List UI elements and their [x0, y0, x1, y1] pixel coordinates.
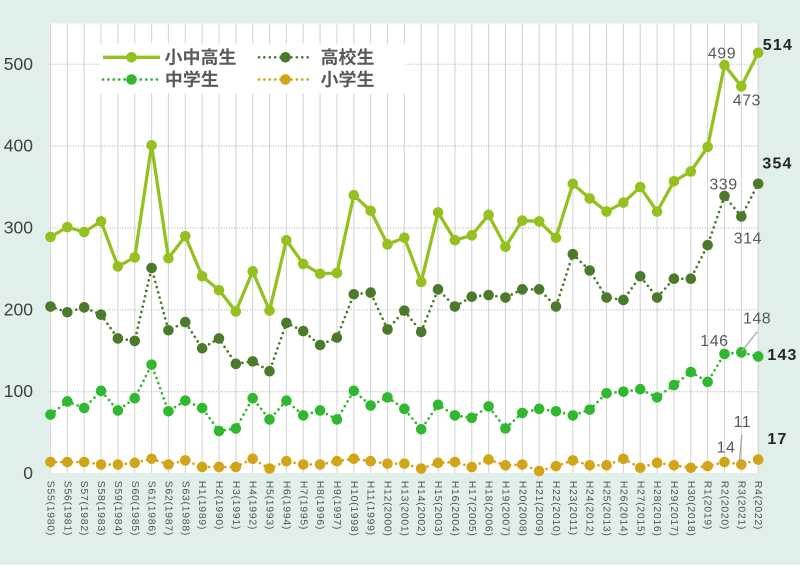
- svg-text:100: 100: [4, 381, 33, 401]
- svg-text:H26(2014): H26(2014): [617, 481, 628, 537]
- svg-text:148: 148: [743, 311, 771, 328]
- svg-text:H7(1995): H7(1995): [297, 481, 308, 530]
- svg-text:H13(2001): H13(2001): [398, 481, 409, 537]
- svg-text:R2(2020): R2(2020): [719, 481, 730, 530]
- svg-text:300: 300: [4, 217, 33, 237]
- svg-text:S63(1988): S63(1988): [179, 481, 190, 536]
- svg-text:499: 499: [708, 45, 736, 62]
- svg-text:H14(2002): H14(2002): [415, 481, 426, 537]
- svg-text:H6(1994): H6(1994): [280, 481, 291, 530]
- svg-text:146: 146: [700, 333, 728, 350]
- svg-text:H23(2011): H23(2011): [567, 481, 578, 536]
- svg-text:H15(2003): H15(2003): [432, 481, 443, 537]
- svg-text:339: 339: [709, 177, 737, 194]
- svg-text:H5(1993): H5(1993): [264, 481, 275, 530]
- svg-text:S55(1980): S55(1980): [45, 481, 56, 536]
- svg-text:H9(1997): H9(1997): [331, 481, 342, 530]
- svg-text:H1(1989): H1(1989): [196, 481, 207, 530]
- svg-text:H25(2013): H25(2013): [601, 481, 612, 537]
- svg-text:H2(1990): H2(1990): [213, 481, 224, 530]
- svg-text:H21(2009): H21(2009): [533, 481, 544, 537]
- svg-text:S56(1981): S56(1981): [61, 481, 72, 536]
- svg-text:H8(1996): H8(1996): [314, 481, 325, 530]
- svg-text:R3(2021): R3(2021): [735, 481, 746, 530]
- svg-text:S62(1987): S62(1987): [162, 481, 173, 536]
- svg-text:500: 500: [4, 54, 33, 74]
- svg-text:S58(1983): S58(1983): [95, 481, 106, 536]
- svg-text:14: 14: [717, 440, 736, 457]
- svg-text:H30(2018): H30(2018): [685, 481, 696, 537]
- svg-text:H18(2006): H18(2006): [483, 481, 494, 537]
- svg-text:H28(2016): H28(2016): [651, 481, 662, 537]
- svg-text:H16(2004): H16(2004): [449, 481, 460, 537]
- svg-text:S60(1985): S60(1985): [129, 481, 140, 536]
- svg-text:H24(2012): H24(2012): [584, 481, 595, 537]
- svg-text:R1(2019): R1(2019): [702, 481, 713, 530]
- svg-text:17: 17: [767, 431, 787, 448]
- svg-text:S57(1982): S57(1982): [78, 481, 89, 536]
- svg-text:S59(1984): S59(1984): [112, 481, 123, 536]
- svg-text:143: 143: [767, 347, 797, 364]
- svg-text:H19(2007): H19(2007): [499, 481, 510, 537]
- svg-text:H4(1992): H4(1992): [247, 481, 258, 530]
- svg-text:400: 400: [4, 136, 33, 156]
- svg-text:200: 200: [4, 299, 33, 319]
- svg-text:473: 473: [733, 92, 761, 109]
- svg-text:H27(2015): H27(2015): [634, 481, 645, 537]
- svg-text:314: 314: [734, 230, 762, 247]
- svg-text:H29(2017): H29(2017): [668, 481, 679, 537]
- svg-text:H3(1991): H3(1991): [230, 481, 241, 530]
- svg-text:354: 354: [762, 155, 792, 172]
- svg-text:0: 0: [23, 463, 33, 483]
- svg-text:H10(1998): H10(1998): [348, 481, 359, 537]
- svg-text:S61(1986): S61(1986): [146, 481, 157, 536]
- svg-text:H11(1999): H11(1999): [365, 481, 376, 536]
- svg-text:H20(2008): H20(2008): [516, 481, 527, 537]
- svg-text:H12(2000): H12(2000): [382, 481, 393, 537]
- svg-text:H17(2005): H17(2005): [466, 481, 477, 537]
- svg-text:R4(2022): R4(2022): [752, 481, 763, 530]
- svg-text:H22(2010): H22(2010): [550, 481, 561, 537]
- svg-text:11: 11: [734, 414, 752, 431]
- svg-text:514: 514: [763, 37, 793, 54]
